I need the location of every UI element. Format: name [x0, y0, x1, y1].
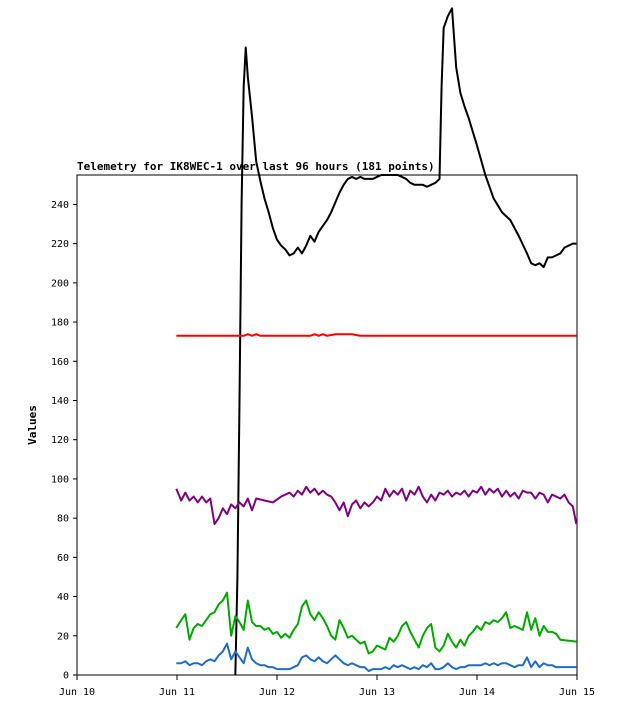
x-tick-label: Jun 13: [359, 687, 395, 698]
y-axis-ticks: 0 20 40 60 80 100 120 140 160 180 200 220 240: [51, 200, 77, 682]
y-tick-label: 60: [57, 553, 69, 564]
y-tick-label: 40: [57, 592, 69, 603]
series-line-1: [234, 7, 577, 676]
y-tick-label: 240: [51, 200, 69, 211]
y-tick-label: 120: [51, 435, 69, 446]
y-tick-label: 140: [51, 396, 69, 407]
y-tick-label: 80: [57, 514, 69, 525]
series-layer: [175, 7, 578, 676]
x-axis-ticks: Jun 10 Jun 11 Jun 12 Jun 13 Jun 14 Jun 15: [59, 675, 595, 698]
x-tick-label: Jun 11: [159, 687, 195, 698]
x-tick-label: Jun 15: [559, 687, 595, 698]
y-tick-label: 180: [51, 318, 69, 329]
y-tick-label: 160: [51, 357, 69, 368]
y-tick-label: 100: [51, 474, 69, 485]
x-tick-label: Jun 12: [259, 687, 295, 698]
series-line-2: [176, 333, 577, 337]
y-axis-label: Values: [26, 405, 39, 445]
x-tick-label: Jun 14: [459, 687, 495, 698]
y-tick-label: 220: [51, 239, 69, 250]
y-tick-label: 0: [63, 671, 69, 682]
x-tick-label: Jun 10: [59, 687, 95, 698]
plot-frame: [76, 174, 578, 676]
y-tick-label: 20: [57, 631, 69, 642]
y-tick-label: 200: [51, 278, 69, 289]
series-line-3: [175, 485, 578, 526]
series-line-4: [175, 591, 577, 655]
chart-title: Telemetry for IK8WEC-1 over last 96 hour…: [77, 160, 435, 173]
series-line-5: [176, 642, 577, 673]
